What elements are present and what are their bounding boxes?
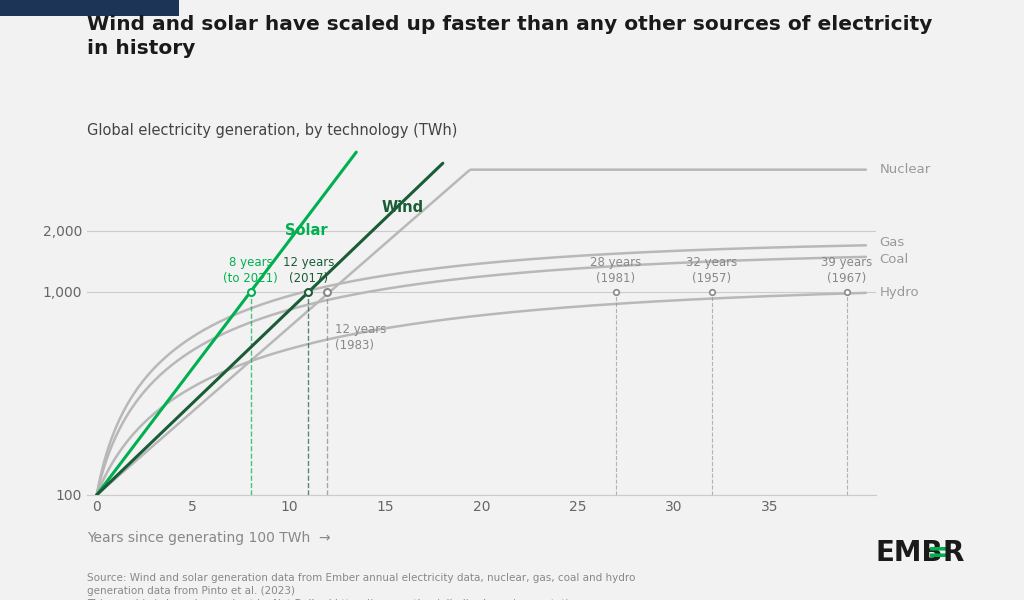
Text: 12 years
(1983): 12 years (1983) <box>335 323 386 352</box>
Text: 8 years
(to 2021): 8 years (to 2021) <box>223 256 278 285</box>
Text: Global electricity generation, by technology (TWh): Global electricity generation, by techno… <box>87 123 458 138</box>
Text: Wind and solar have scaled up faster than any other sources of electricity
in hi: Wind and solar have scaled up faster tha… <box>87 15 933 58</box>
Text: Gas: Gas <box>880 236 904 249</box>
Text: Source: Wind and solar generation data from Ember annual electricity data, nucle: Source: Wind and solar generation data f… <box>87 573 636 600</box>
Text: 12 years
(2017): 12 years (2017) <box>283 256 334 285</box>
Text: 28 years
(1981): 28 years (1981) <box>590 256 641 285</box>
Text: EMB: EMB <box>876 539 943 567</box>
Text: Nuclear: Nuclear <box>880 163 931 176</box>
Text: 32 years
(1957): 32 years (1957) <box>686 256 737 285</box>
Text: Solar: Solar <box>285 223 328 238</box>
Text: R: R <box>942 539 964 567</box>
Text: =: = <box>927 539 950 567</box>
Text: 39 years
(1967): 39 years (1967) <box>821 256 872 285</box>
Text: Hydro: Hydro <box>880 286 919 299</box>
Text: Wind: Wind <box>381 200 423 215</box>
Text: Years since generating 100 TWh  →: Years since generating 100 TWh → <box>87 531 331 545</box>
Text: Coal: Coal <box>880 253 908 266</box>
